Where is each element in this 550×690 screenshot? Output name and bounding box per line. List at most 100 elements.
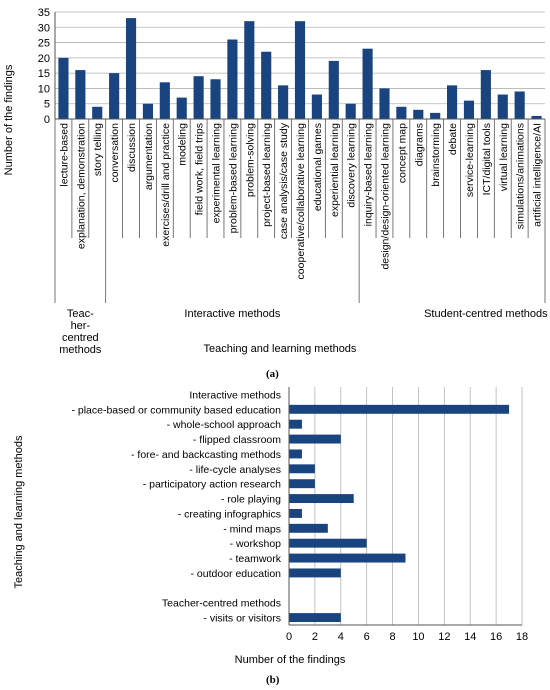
bar-b: [289, 434, 341, 444]
row-label-b: Interactive methods: [189, 389, 281, 401]
bar-b: [289, 538, 367, 548]
row-label-b: - teamwork: [229, 553, 282, 565]
x-tick-label-a: story telling: [92, 123, 104, 176]
bar-a: [92, 106, 103, 119]
x-tick-label-a: simulations/animations: [515, 123, 527, 229]
x-tick-label-a: exercises/drill and practice: [160, 123, 172, 247]
x-tick-label-a: inquiry-based learning: [363, 123, 375, 226]
bar-a: [497, 94, 508, 119]
x-tick-label-a: service-learning: [464, 123, 476, 197]
x-tick-label-a: debate: [447, 123, 459, 155]
bar-a: [109, 73, 120, 119]
row-label-b: - life-cycle analyses: [189, 464, 281, 476]
y-tick-label-a: 10: [38, 83, 50, 95]
row-label-b: Teacher-centred methods: [162, 598, 281, 610]
bar-b: [289, 449, 302, 459]
x-tick-label-b: 16: [490, 631, 502, 643]
bar-a: [193, 76, 204, 119]
row-label-b: - role playing: [221, 494, 281, 506]
group-label-a: Interactive methods: [184, 308, 280, 320]
row-label-b: - participatory action research: [143, 479, 281, 491]
bar-b: [289, 568, 341, 578]
bar-b: [289, 523, 328, 533]
bar-a: [430, 112, 441, 119]
bar-a: [413, 109, 424, 119]
row-label-b: - mind maps: [223, 523, 281, 535]
bar-a: [379, 88, 390, 119]
bar-a: [278, 85, 289, 119]
panel-a-label: (a): [266, 368, 279, 380]
chart-a: 0 5 10 15 20 25 30 35 lecture-based explanation, …: [3, 7, 548, 356]
row-label-b: - outdoor education: [191, 568, 282, 580]
row-label-b: - whole-school approach: [167, 419, 282, 431]
bar-b: [289, 419, 302, 429]
bar-a: [176, 97, 187, 119]
x-tick-label-a: experimental learning: [211, 123, 223, 224]
x-axis-title-a: Teaching and learning methods: [204, 343, 357, 355]
x-tick-label-a: virtual learning: [498, 123, 510, 191]
row-label-b: - place-based or community based educati…: [71, 404, 281, 416]
x-tick-label-a: field work, field trips: [194, 123, 206, 215]
bar-a: [447, 85, 458, 119]
bar-a: [159, 82, 170, 119]
x-tick-label-a: design/design-oriented learning: [379, 123, 391, 270]
x-tick-label-a: cooperative/collaborative learning: [295, 123, 307, 280]
row-label-b: - flipped classroom: [193, 434, 281, 446]
x-tick-label-a: brainstorming: [430, 123, 442, 187]
group-label-a: centred: [62, 332, 99, 344]
bar-a: [125, 18, 137, 119]
x-tick-label-a: problem-solving: [244, 123, 256, 197]
bar-b: [289, 479, 315, 489]
group-label-a: Student-centred methods: [424, 308, 548, 320]
x-tick-label-b: 6: [364, 631, 370, 643]
x-tick-label-a: experiential learning: [329, 123, 341, 217]
x-tick-label-b: 2: [312, 631, 318, 643]
x-tick-label-b: 14: [464, 631, 476, 643]
bar-b: [289, 404, 510, 414]
group-label-a: her-: [71, 320, 91, 332]
bar-b: [289, 508, 302, 518]
group-label-a: methods: [59, 344, 102, 356]
y-tick-label-a: 20: [38, 53, 50, 65]
bar-b: [289, 464, 315, 474]
bar-a: [261, 51, 272, 119]
bar-b: [289, 613, 341, 623]
x-tick-label-b: 18: [516, 631, 528, 643]
panel-b-label: (b): [266, 674, 280, 686]
row-label-b: - fore- and backcasting methods: [131, 449, 281, 461]
x-tick-label-b: 0: [286, 631, 292, 643]
x-tick-label-a: concept map: [396, 123, 408, 183]
x-tick-label-a: argumentation: [143, 123, 155, 190]
y-tick-label-a: 25: [38, 38, 50, 50]
bar-a: [244, 21, 255, 119]
x-tick-label-a: discussion: [126, 123, 138, 172]
x-tick-label-a: educational games: [312, 123, 324, 211]
bar-b: [289, 494, 354, 504]
x-tick-label-a: case analysis/case study: [278, 122, 290, 239]
y-axis-title-a: Number of the findings: [3, 64, 15, 175]
chart-b: 0 2 4 6 8 10 12 14 16 18 Interactive methods - plac…: [13, 387, 528, 666]
x-tick-label-a: discovery learning: [346, 123, 358, 208]
bar-b: [289, 553, 406, 563]
bar-a: [480, 70, 491, 119]
bar-a: [514, 91, 525, 119]
x-axis-title-b: Number of the findings: [235, 654, 346, 666]
bar-a: [345, 103, 356, 119]
bar-a: [328, 60, 339, 119]
bar-a: [75, 70, 86, 119]
bar-a: [142, 103, 153, 119]
x-tick-label-b: 4: [338, 631, 344, 643]
x-tick-label-b: 10: [412, 631, 424, 643]
x-tick-label-a: explanation, demonstration: [75, 123, 87, 249]
x-tick-label-a: lecture-based: [58, 123, 70, 187]
x-tick-label-a: artificial intelligence/AI: [532, 123, 544, 227]
y-tick-label-a: 15: [38, 68, 50, 80]
row-label-b: - workshop: [230, 538, 282, 550]
y-tick-label-a: 35: [38, 7, 50, 19]
y-axis-title-b: Teaching and learning methods: [13, 435, 25, 588]
bar-a: [396, 106, 407, 119]
y-tick-label-a: 0: [44, 114, 50, 126]
x-tick-label-a: diagrams: [413, 123, 425, 166]
bar-a: [58, 57, 69, 119]
bar-a: [463, 100, 475, 119]
